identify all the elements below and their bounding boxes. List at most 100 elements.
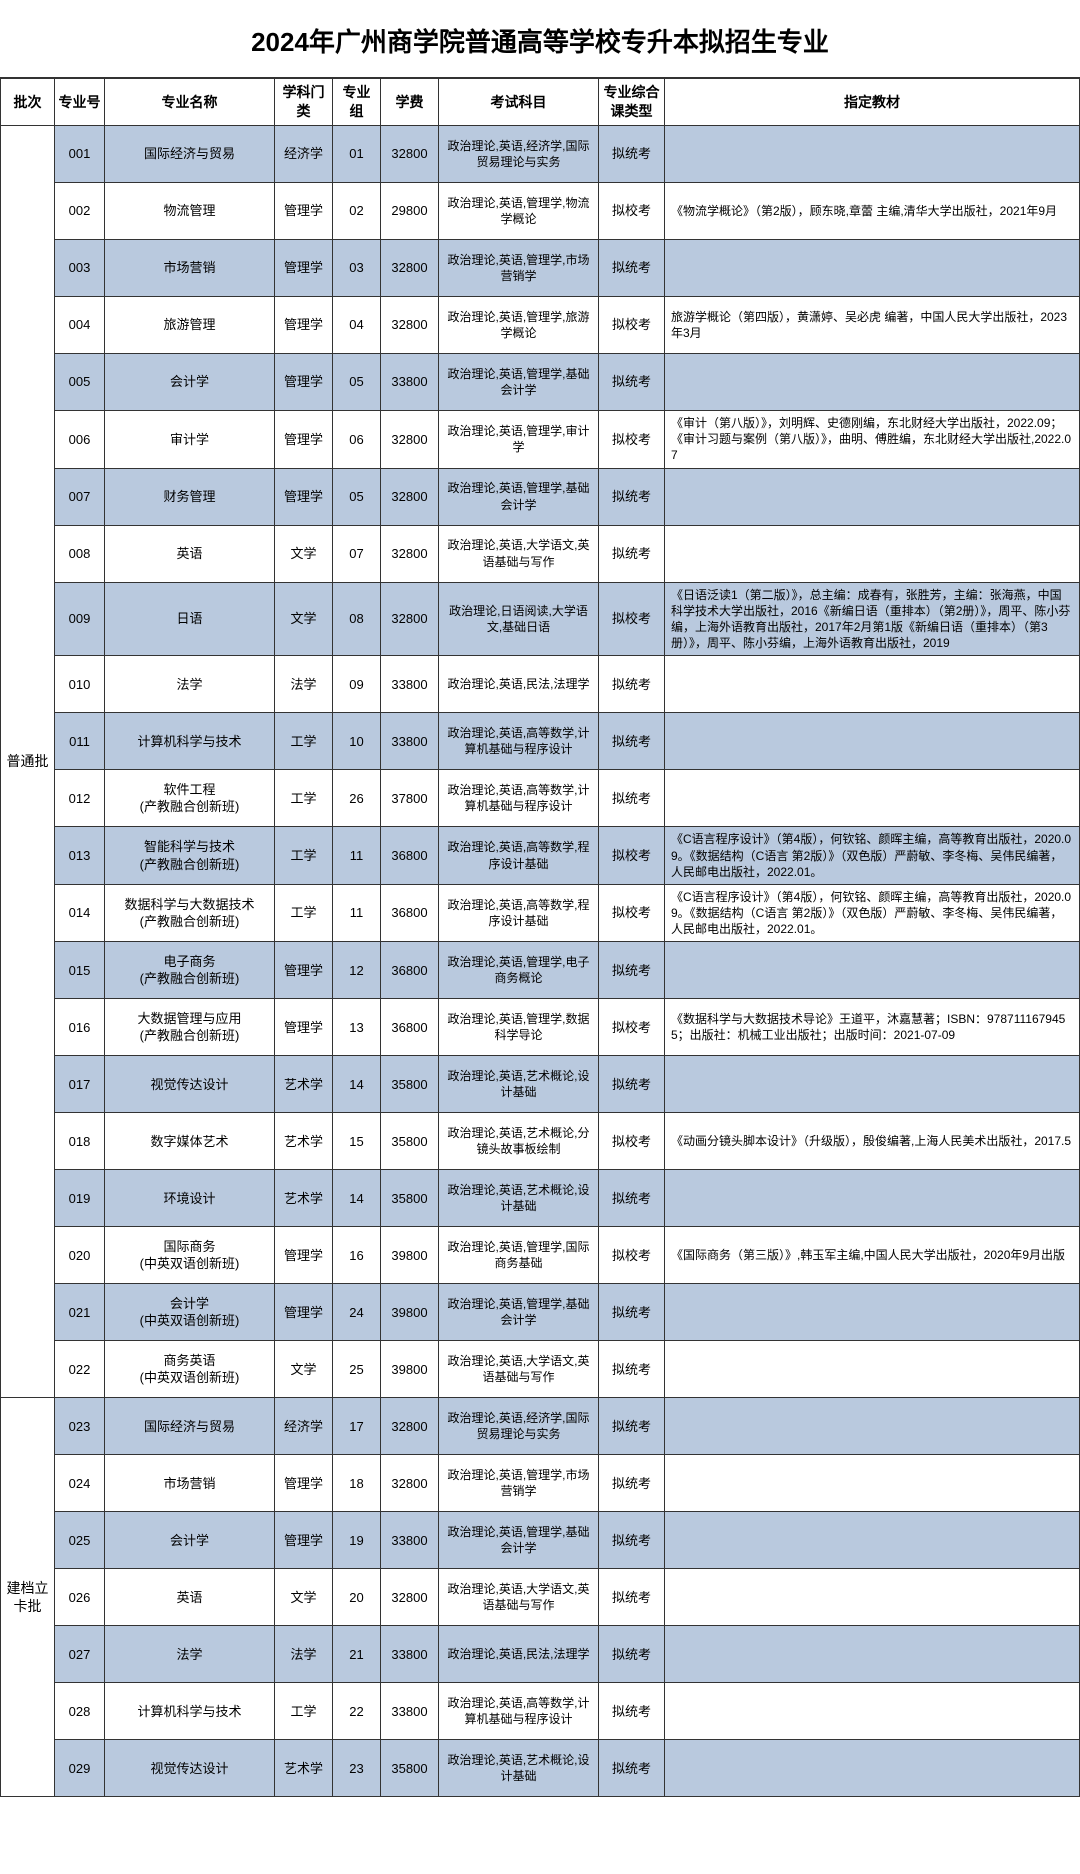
cell-disc: 管理学 <box>275 411 333 469</box>
cell-fee: 32800 <box>381 468 439 525</box>
cell-book <box>665 1455 1080 1512</box>
table-row: 025会计学管理学1933800政治理论,英语,管理学,基础会计学拟统考 <box>1 1512 1080 1569</box>
cell-code: 028 <box>55 1683 105 1740</box>
cell-type: 拟统考 <box>599 770 665 827</box>
cell-group: 12 <box>333 942 381 999</box>
cell-book: 旅游学概论（第四版），黄潇婷、吴必虎 编著，中国人民大学出版社，2023年3月 <box>665 297 1080 354</box>
cell-disc: 管理学 <box>275 999 333 1056</box>
h-batch: 批次 <box>1 79 55 126</box>
cell-book <box>665 354 1080 411</box>
cell-group: 11 <box>333 884 381 942</box>
cell-group: 09 <box>333 656 381 713</box>
cell-group: 08 <box>333 582 381 656</box>
cell-type: 拟统考 <box>599 1341 665 1398</box>
cell-code: 027 <box>55 1626 105 1683</box>
cell-name: 会计学(中英双语创新班) <box>105 1284 275 1341</box>
cell-disc: 文学 <box>275 1341 333 1398</box>
table-row: 003市场营销管理学0332800政治理论,英语,管理学,市场营销学拟统考 <box>1 240 1080 297</box>
cell-disc: 管理学 <box>275 1284 333 1341</box>
cell-book <box>665 1170 1080 1227</box>
cell-book: 《物流学概论》（第2版），顾东晓,章蕾 主编,清华大学出版社，2021年9月 <box>665 183 1080 240</box>
cell-name: 数字媒体艺术 <box>105 1113 275 1170</box>
cell-subj: 政治理论,英语,经济学,国际贸易理论与实务 <box>439 126 599 183</box>
h-disc: 学科门类 <box>275 79 333 126</box>
cell-type: 拟统考 <box>599 1284 665 1341</box>
cell-disc: 艺术学 <box>275 1170 333 1227</box>
cell-disc: 法学 <box>275 1626 333 1683</box>
cell-code: 004 <box>55 297 105 354</box>
cell-fee: 32800 <box>381 297 439 354</box>
cell-subj: 政治理论,英语,管理学,市场营销学 <box>439 1455 599 1512</box>
cell-fee: 35800 <box>381 1113 439 1170</box>
cell-type: 拟统考 <box>599 468 665 525</box>
cell-subj: 政治理论,英语,大学语文,英语基础与写作 <box>439 1341 599 1398</box>
cell-type: 拟统考 <box>599 354 665 411</box>
cell-subj: 政治理论,英语,管理学,旅游学概论 <box>439 297 599 354</box>
cell-fee: 35800 <box>381 1740 439 1797</box>
table-row: 027法学法学2133800政治理论,英语,民法,法理学拟统考 <box>1 1626 1080 1683</box>
majors-table: 批次 专业号 专业名称 学科门类 专业组 学费 考试科目 专业综合课类型 指定教… <box>0 78 1080 1797</box>
cell-fee: 33800 <box>381 1512 439 1569</box>
cell-name: 智能科学与技术(产教融合创新班) <box>105 827 275 885</box>
cell-group: 05 <box>333 468 381 525</box>
cell-fee: 33800 <box>381 354 439 411</box>
cell-name: 计算机科学与技术 <box>105 713 275 770</box>
h-book: 指定教材 <box>665 79 1080 126</box>
cell-name: 环境设计 <box>105 1170 275 1227</box>
cell-book: 《C语言程序设计》（第4版），何钦铭、颜晖主编，高等教育出版社，2020.09。… <box>665 884 1080 942</box>
table-row: 004旅游管理管理学0432800政治理论,英语,管理学,旅游学概论拟校考旅游学… <box>1 297 1080 354</box>
cell-group: 23 <box>333 1740 381 1797</box>
cell-name: 国际经济与贸易 <box>105 1398 275 1455</box>
batch-jdlk: 建档立卡批 <box>1 1398 55 1797</box>
cell-subj: 政治理论,英语,大学语文,英语基础与写作 <box>439 525 599 582</box>
cell-name: 日语 <box>105 582 275 656</box>
table-row: 021会计学(中英双语创新班)管理学2439800政治理论,英语,管理学,基础会… <box>1 1284 1080 1341</box>
cell-code: 010 <box>55 656 105 713</box>
cell-name: 审计学 <box>105 411 275 469</box>
cell-fee: 32800 <box>381 126 439 183</box>
cell-subj: 政治理论,英语,管理学,基础会计学 <box>439 1284 599 1341</box>
cell-disc: 工学 <box>275 770 333 827</box>
cell-code: 008 <box>55 525 105 582</box>
table-row: 009日语文学0832800政治理论,日语阅读,大学语文,基础日语拟校考《日语泛… <box>1 582 1080 656</box>
cell-disc: 工学 <box>275 827 333 885</box>
table-row: 010法学法学0933800政治理论,英语,民法,法理学拟统考 <box>1 656 1080 713</box>
cell-fee: 32800 <box>381 240 439 297</box>
cell-code: 025 <box>55 1512 105 1569</box>
table-row: 015电子商务(产教融合创新班)管理学1236800政治理论,英语,管理学,电子… <box>1 942 1080 999</box>
h-subj: 考试科目 <box>439 79 599 126</box>
cell-type: 拟统考 <box>599 1398 665 1455</box>
cell-book <box>665 1683 1080 1740</box>
cell-disc: 管理学 <box>275 240 333 297</box>
cell-fee: 39800 <box>381 1227 439 1284</box>
cell-fee: 32800 <box>381 525 439 582</box>
cell-fee: 35800 <box>381 1056 439 1113</box>
cell-type: 拟校考 <box>599 999 665 1056</box>
cell-disc: 工学 <box>275 713 333 770</box>
table-row: 029视觉传达设计艺术学2335800政治理论,英语,艺术概论,设计基础拟统考 <box>1 1740 1080 1797</box>
cell-group: 01 <box>333 126 381 183</box>
cell-name: 法学 <box>105 1626 275 1683</box>
cell-subj: 政治理论,英语,管理学,国际商务基础 <box>439 1227 599 1284</box>
cell-name: 旅游管理 <box>105 297 275 354</box>
cell-name: 大数据管理与应用(产教融合创新班) <box>105 999 275 1056</box>
cell-group: 16 <box>333 1227 381 1284</box>
cell-book <box>665 656 1080 713</box>
cell-group: 13 <box>333 999 381 1056</box>
cell-book: 《日语泛读1（第二版）》，总主编：成春有，张胜芳，主编：张海燕，中国科学技术大学… <box>665 582 1080 656</box>
cell-group: 04 <box>333 297 381 354</box>
table-row: 012软件工程(产教融合创新班)工学2637800政治理论,英语,高等数学,计算… <box>1 770 1080 827</box>
cell-type: 拟统考 <box>599 1569 665 1626</box>
cell-disc: 艺术学 <box>275 1056 333 1113</box>
cell-code: 014 <box>55 884 105 942</box>
cell-type: 拟校考 <box>599 1227 665 1284</box>
table-row: 020国际商务(中英双语创新班)管理学1639800政治理论,英语,管理学,国际… <box>1 1227 1080 1284</box>
cell-fee: 29800 <box>381 183 439 240</box>
cell-type: 拟统考 <box>599 525 665 582</box>
table-row: 011计算机科学与技术工学1033800政治理论,英语,高等数学,计算机基础与程… <box>1 713 1080 770</box>
cell-group: 22 <box>333 1683 381 1740</box>
table-row: 018数字媒体艺术艺术学1535800政治理论,英语,艺术概论,分镜头故事板绘制… <box>1 1113 1080 1170</box>
cell-book: 《C语言程序设计》（第4版），何钦铭、颜晖主编，高等教育出版社，2020.09。… <box>665 827 1080 885</box>
cell-book <box>665 1512 1080 1569</box>
cell-code: 007 <box>55 468 105 525</box>
